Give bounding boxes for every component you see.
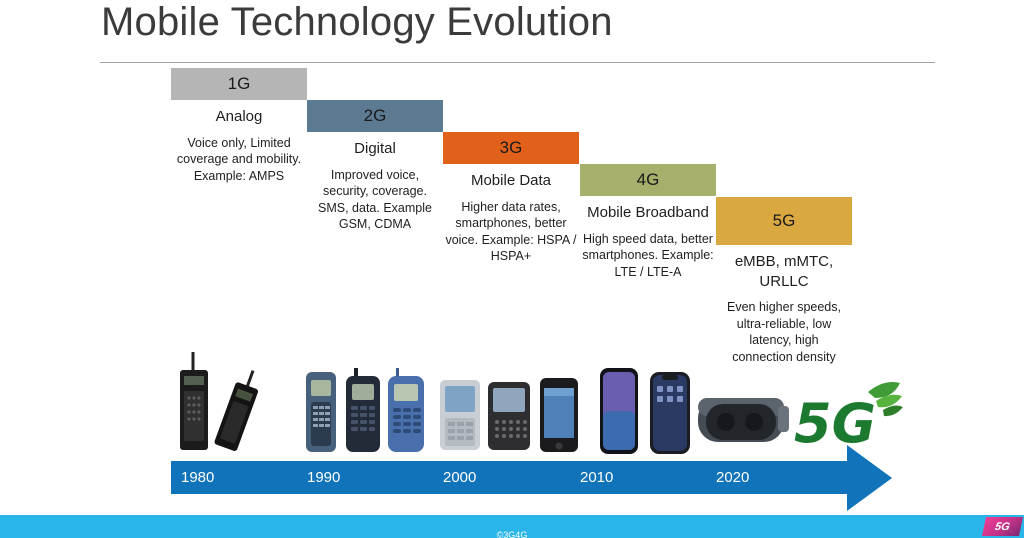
generation-column-3g: 3G Mobile Data Higher data rates, smartp… bbox=[443, 132, 579, 265]
generation-column-2g: 2G Digital Improved voice, security, cov… bbox=[307, 100, 443, 233]
generation-name-2g: Digital bbox=[354, 140, 396, 157]
generation-column-1g: 1G Analog Voice only, Limited coverage a… bbox=[171, 68, 307, 184]
vr-headset-2020-icon bbox=[696, 386, 791, 450]
timeline-year-2020: 2020 bbox=[716, 469, 750, 486]
generation-description-3g: Higher data rates, smartphones, better v… bbox=[445, 199, 577, 264]
generation-description-1g: Voice only, Limited coverage and mobilit… bbox=[176, 135, 302, 183]
generation-name-3g: Mobile Data bbox=[470, 172, 552, 189]
page-title: Mobile Technology Evolution bbox=[101, 0, 613, 44]
5g-logo-text: 5G bbox=[794, 392, 876, 452]
generation-column-4g: 4G Mobile Broadband High speed data, bet… bbox=[580, 164, 716, 280]
5g-leaf-logo-icon: 5G bbox=[792, 378, 904, 452]
timeline-arrow-head bbox=[847, 445, 892, 511]
title-divider bbox=[100, 62, 935, 63]
footer-bar: ©3G4G bbox=[0, 515, 1024, 538]
candybar-phones-1990-icon bbox=[302, 366, 434, 454]
timeline-year-1980: 1980 bbox=[181, 469, 215, 486]
feature-smartphones-2000-icon bbox=[438, 376, 583, 454]
modern-smartphones-2010-icon bbox=[598, 366, 694, 456]
footer-copyright: ©3G4G bbox=[496, 530, 528, 538]
brick-cell-phones-1980-icon bbox=[168, 350, 268, 456]
generation-header-2g: 2G bbox=[307, 100, 443, 132]
timeline-year-1990: 1990 bbox=[307, 469, 341, 486]
timeline-arrow-bar bbox=[171, 461, 847, 494]
generation-name-4g: Mobile Broadband bbox=[587, 204, 709, 221]
generation-description-2g: Improved voice, security, coverage. SMS,… bbox=[318, 167, 432, 232]
generation-header-4g: 4G bbox=[580, 164, 716, 196]
generation-name-1g: Analog bbox=[215, 108, 263, 125]
footer-3g4g-logo: 5G bbox=[981, 517, 1024, 536]
generation-header-5g: 5G bbox=[716, 197, 852, 245]
generation-header-3g: 3G bbox=[443, 132, 579, 164]
generation-name-5g: eMBB, mMTC, URLLC bbox=[734, 253, 834, 290]
timeline-year-2010: 2010 bbox=[580, 469, 614, 486]
generation-description-4g: High speed data, better smartphones. Exa… bbox=[582, 231, 714, 279]
footer-logo-text: 5G bbox=[993, 520, 1012, 533]
generation-column-5g: 5G eMBB, mMTC, URLLC Even higher speeds,… bbox=[716, 197, 852, 366]
generation-description-5g: Even higher speeds, ultra-reliable, low … bbox=[727, 300, 841, 364]
timeline-year-2000: 2000 bbox=[443, 469, 477, 486]
generation-header-1g: 1G bbox=[171, 68, 307, 100]
